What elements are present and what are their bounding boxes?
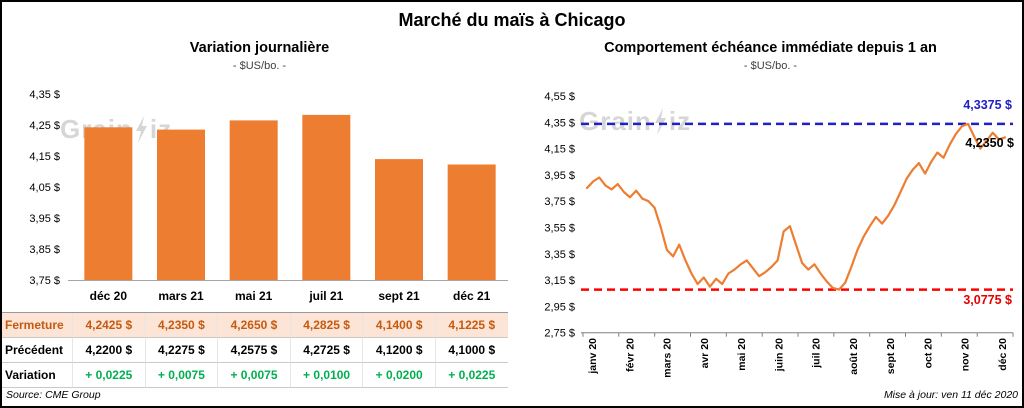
table-row-label: Variation <box>2 363 72 388</box>
x-month-label: févr 20 <box>624 338 636 372</box>
x-month-label: sept 20 <box>885 338 897 374</box>
right-chart-title: Comportement échéance immédiate depuis 1… <box>604 40 937 56</box>
x-month-label: juin 20 <box>773 338 785 372</box>
y-tick-label: 3,95 $ <box>544 170 575 182</box>
left-chart-title: Variation journalière <box>189 40 330 56</box>
table-cell: + 0,0075 <box>144 363 218 388</box>
y-tick-label: 4,55 $ <box>544 91 575 103</box>
bar-chart: 4,35 $ 4,25 $ 4,15 $ 4,05 $ 3,95 $ 3,85 $ 3,75… <box>29 89 508 303</box>
bar-0 <box>84 127 133 280</box>
x-month-label: mars 20 <box>662 338 674 378</box>
table-cell: + 0,0225 <box>434 363 508 388</box>
bar-5 <box>447 164 496 280</box>
source-note: Source: CME Group <box>6 389 101 401</box>
bar-1 <box>157 129 205 280</box>
current-value-label: 4,2350 $ <box>965 136 1014 150</box>
table-cell: 4,1000 $ <box>434 338 508 363</box>
table-cell: 4,2425 $ <box>72 313 145 338</box>
y-tick-label: 4,05 $ <box>29 182 60 194</box>
page-title: Marché du maïs à Chicago <box>398 10 626 30</box>
table-cell: + 0,0200 <box>362 363 435 388</box>
x-month-label: déc 20 <box>997 338 1009 371</box>
y-tick-label: 3,85 $ <box>29 244 60 256</box>
table-cell: 4,1400 $ <box>362 313 435 338</box>
table-cell: 4,2650 $ <box>217 313 290 338</box>
table-cell: 4,2275 $ <box>144 338 218 363</box>
y-tick-label: 3,75 $ <box>544 196 575 208</box>
y-tick-label: 3,55 $ <box>544 223 575 235</box>
bar-category-label: mars 21 <box>158 289 204 303</box>
bar-4 <box>375 159 423 280</box>
x-month-label: juil 20 <box>811 338 823 369</box>
y-tick-label: 3,75 $ <box>29 275 60 287</box>
x-month-label: avr 20 <box>699 338 711 369</box>
left-chart-subtitle: - $US/bo. - <box>232 60 287 72</box>
y-tick-label: 2,95 $ <box>544 301 575 313</box>
x-month-label: nov 20 <box>960 338 972 371</box>
table-cell: 4,2725 $ <box>289 338 363 363</box>
daily-variation-panel: Variation journalière - $US/bo. - Grain … <box>2 36 517 406</box>
table-cell: 4,2575 $ <box>217 338 290 363</box>
table-row-label: Fermeture <box>2 313 72 338</box>
bar-category-label: juil 21 <box>308 289 343 303</box>
updated-note: Mise à jour: ven 11 déc 2020 <box>883 389 1018 401</box>
price-line <box>585 122 1007 291</box>
support-value-label: 3,0775 $ <box>963 293 1012 307</box>
y-tick-label: 3,95 $ <box>29 213 60 225</box>
bar-category-label: déc 20 <box>90 289 128 303</box>
y-tick-label: 4,35 $ <box>544 117 575 129</box>
line-chart: 4,55 $ 4,35 $ 4,15 $ 3,95 $ 3,75 $ 3,55 $ 3,35… <box>544 91 1014 378</box>
bar-3 <box>302 114 351 281</box>
y-tick-label: 4,35 $ <box>29 89 60 101</box>
table-cell: 4,2825 $ <box>289 313 363 338</box>
x-month-label: oct 20 <box>923 338 935 369</box>
bar-category-label: déc 21 <box>453 289 491 303</box>
bar-category-label: sept 21 <box>378 289 420 303</box>
table-row-label: Précédent <box>2 338 72 363</box>
table-cell: 4,1200 $ <box>362 338 435 363</box>
table-cell: 4,1225 $ <box>434 313 508 338</box>
y-tick-label: 2,75 $ <box>544 328 575 340</box>
x-month-label: janv 20 <box>587 338 599 375</box>
front-month-panel: Comportement échéance immédiate depuis 1… <box>517 36 1022 406</box>
table-cell: + 0,0225 <box>72 363 145 388</box>
y-tick-label: 4,15 $ <box>544 144 575 156</box>
bar-category-label: mai 21 <box>235 289 273 303</box>
table-cell: + 0,0075 <box>217 363 290 388</box>
x-month-label: mai 20 <box>736 338 748 371</box>
resistance-value-label: 4,3375 $ <box>963 98 1012 112</box>
bar-2 <box>229 120 278 281</box>
table-cell: 4,2200 $ <box>72 338 145 363</box>
y-tick-label: 4,25 $ <box>29 120 60 132</box>
y-tick-label: 3,35 $ <box>544 249 575 261</box>
y-tick-label: 4,15 $ <box>29 151 60 163</box>
price-table: Fermeture 4,2425 $4,2350 $4,2650 $4,2825 … <box>2 312 508 388</box>
y-tick-label: 3,15 $ <box>544 275 575 287</box>
x-month-label: août 20 <box>848 338 860 375</box>
table-cell: + 0,0100 <box>289 363 363 388</box>
table-cell: 4,2350 $ <box>144 313 218 338</box>
right-chart-subtitle: - $US/bo. - <box>743 60 798 72</box>
